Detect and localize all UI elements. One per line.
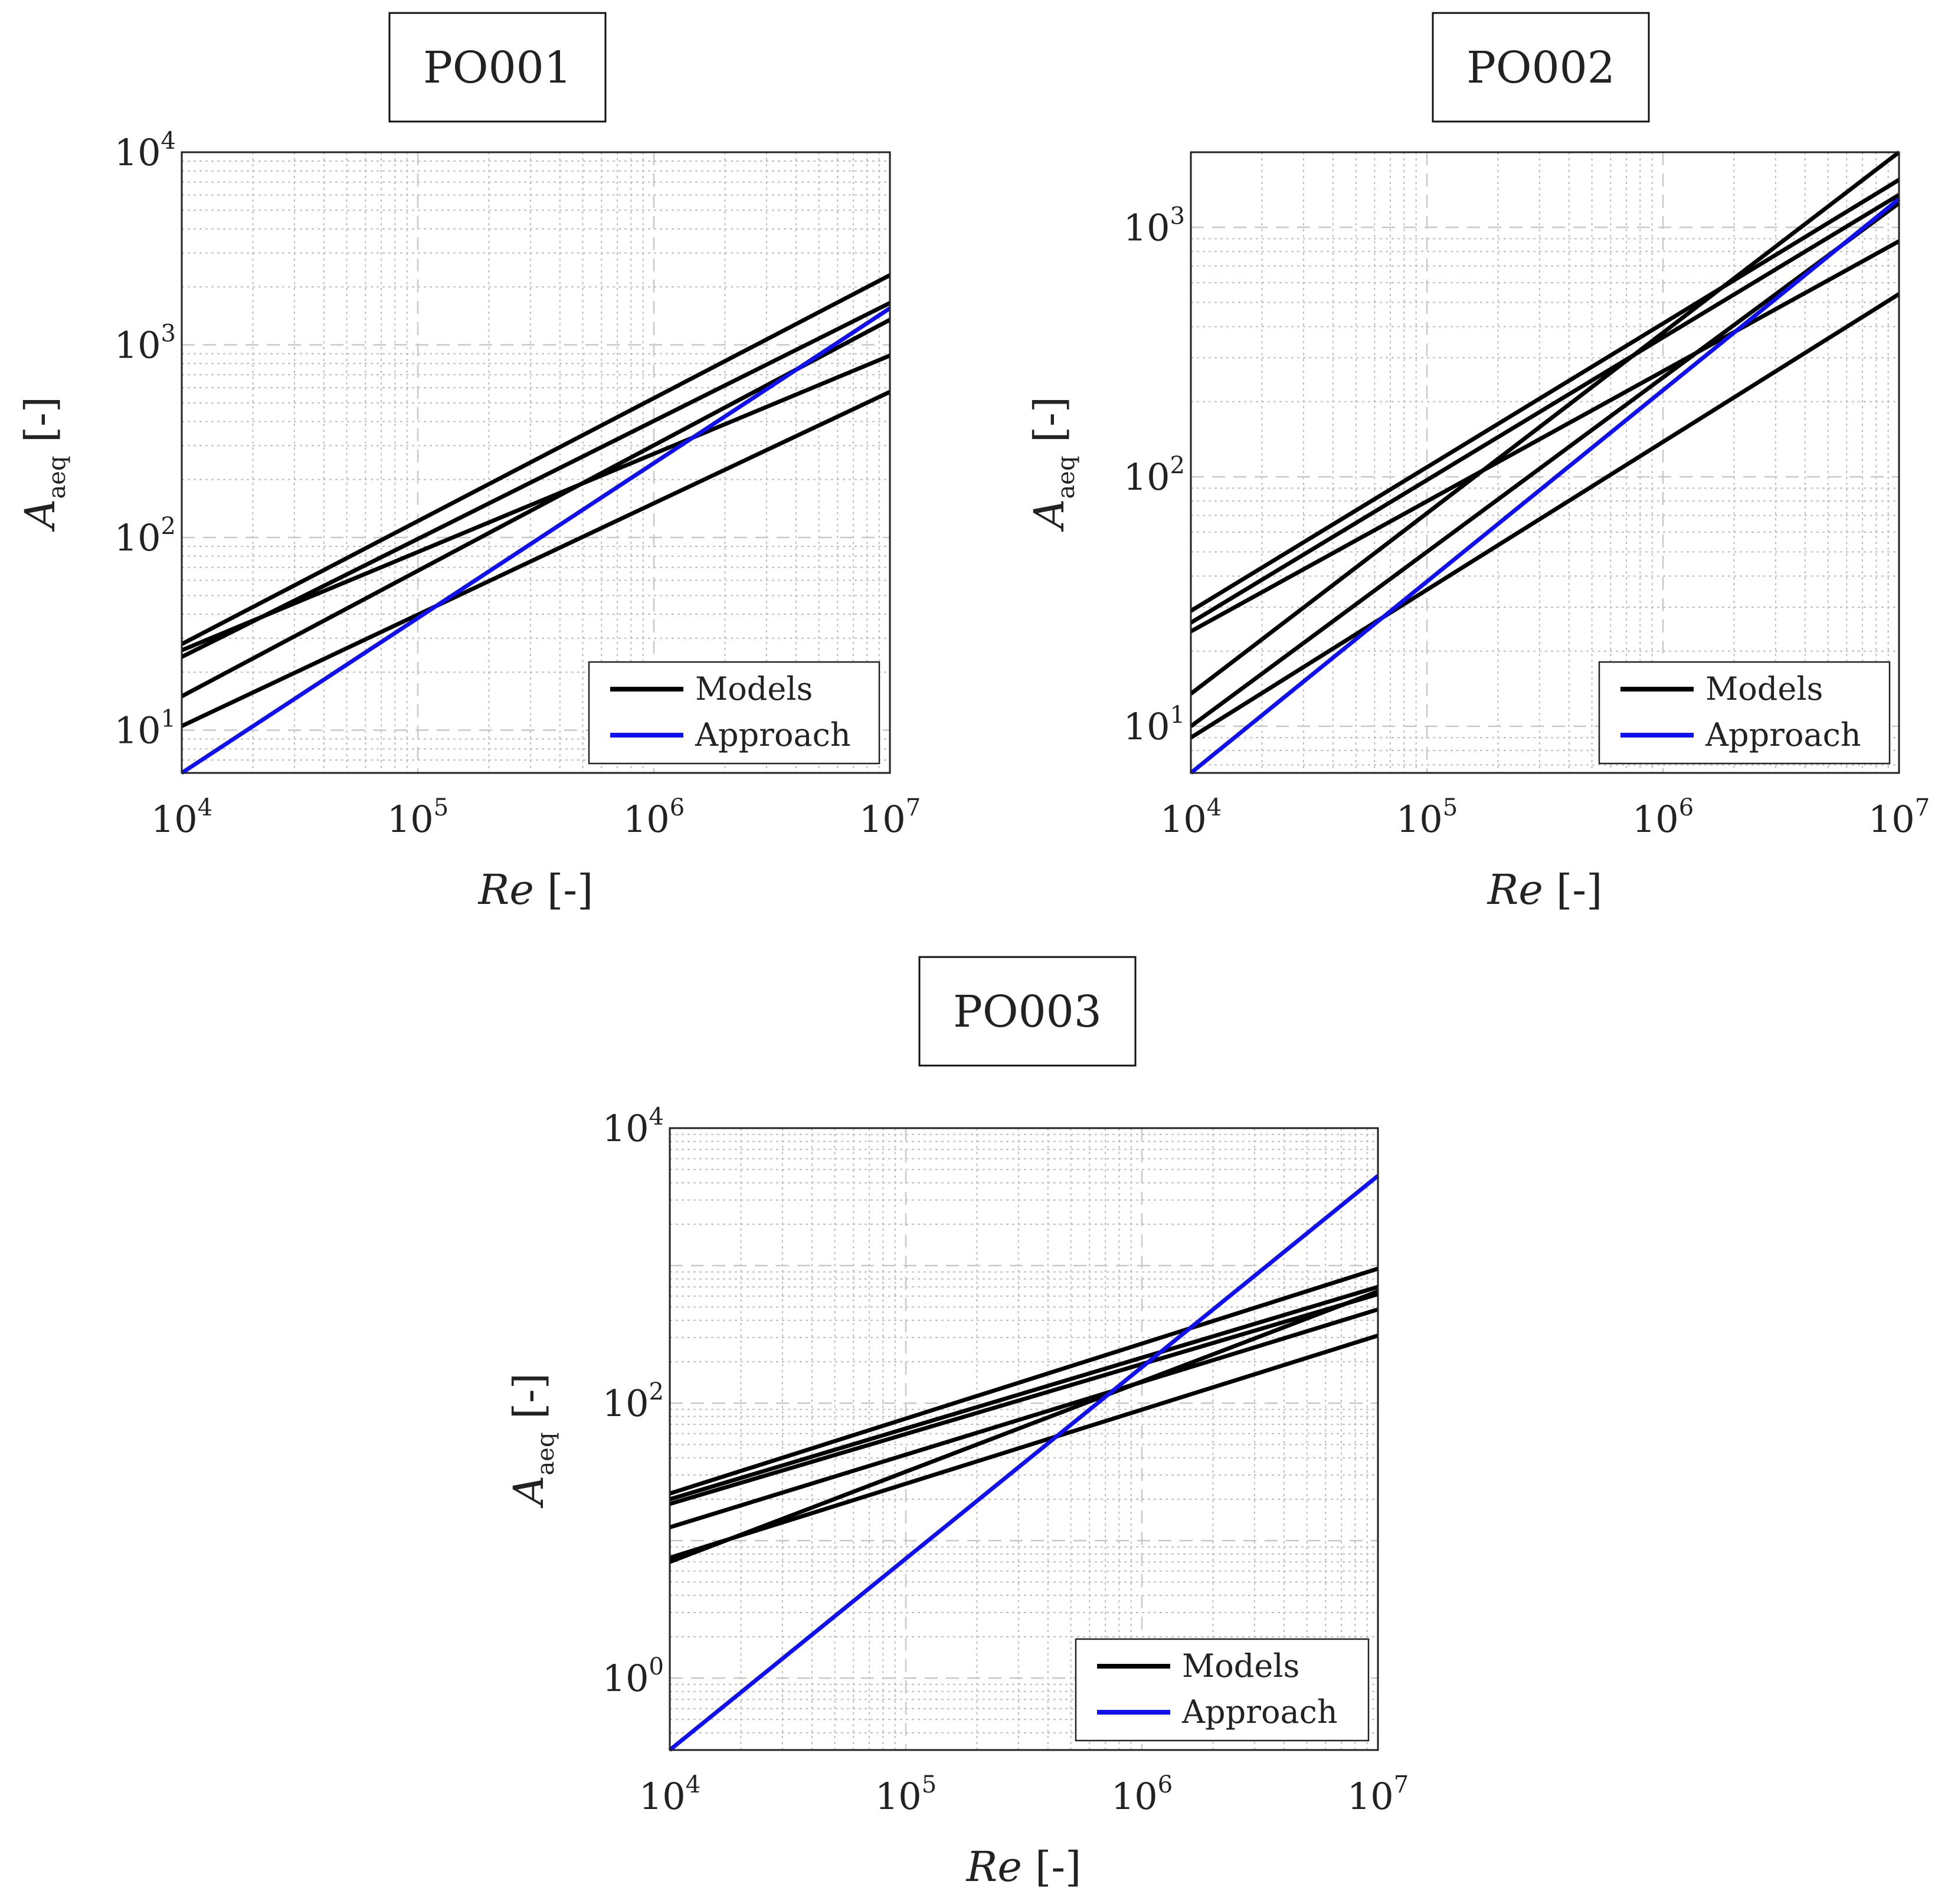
model-line-1 <box>669 1266 1379 1496</box>
approach-line <box>668 1174 1380 1752</box>
y-tick-label: 102 <box>1124 452 1185 499</box>
y-tick-label: 100 <box>603 1653 664 1700</box>
y-tick-label: 103 <box>114 320 176 367</box>
legend-label-approach: Approach <box>695 716 851 753</box>
y-tick-label: 101 <box>1124 702 1185 748</box>
y-axis-label: Aaeq [-] <box>16 396 71 532</box>
y-axis-label: Aaeq [-] <box>505 1373 559 1509</box>
model-line-6 <box>1190 292 1900 740</box>
legend-box <box>588 661 880 765</box>
plot-frame <box>181 151 891 774</box>
model-line-2 <box>181 301 891 659</box>
panel-3: PO003 104 105 106 107 100 102 104 Re [-] Aaeq [-]… <box>505 956 1409 1891</box>
panel-2: PO002 104 105 106 107 101 102 103 Re [-] Aaeq [-]… <box>1025 12 1930 914</box>
x-tick-label: 107 <box>1347 1771 1409 1818</box>
legend: Models Approach <box>588 661 880 765</box>
model-line-5 <box>669 1333 1379 1560</box>
y-tick-label: 102 <box>603 1378 664 1425</box>
model-line-3 <box>669 1292 1379 1506</box>
x-tick-label: 106 <box>1632 794 1694 841</box>
legend-label-approach: Approach <box>1705 716 1861 753</box>
model-line-3 <box>1190 239 1900 634</box>
model-line-4 <box>1189 150 1901 696</box>
x-tick-label: 104 <box>151 794 212 841</box>
model-line-4 <box>669 1307 1379 1529</box>
model-line-5 <box>1189 201 1901 728</box>
x-tick-label: 106 <box>1111 1771 1173 1818</box>
legend-label-models: Models <box>695 670 813 707</box>
y-tick-label: 103 <box>1124 202 1185 249</box>
approach-line <box>1189 197 1901 775</box>
series-group <box>1189 150 1901 775</box>
x-tick-label: 105 <box>1396 794 1458 841</box>
model-line-1 <box>181 273 891 646</box>
legend-box <box>1075 1638 1370 1742</box>
series-group <box>181 273 891 775</box>
model-line-1 <box>1190 178 1900 613</box>
series-group <box>668 1174 1380 1752</box>
x-axis-label: Re [-] <box>477 866 594 914</box>
y-tick-label: 102 <box>114 513 176 559</box>
model-line-2 <box>669 1284 1379 1502</box>
x-tick-label: 105 <box>875 1771 937 1818</box>
legend-label-models: Models <box>1705 670 1823 707</box>
model-line-6 <box>669 1289 1379 1564</box>
y-axis-label: Aaeq [-] <box>1025 396 1080 532</box>
legend-label-approach: Approach <box>1181 1693 1338 1731</box>
y-tick-label: 104 <box>603 1103 664 1150</box>
approach-line <box>181 306 891 775</box>
legend: Models Approach <box>1075 1638 1370 1742</box>
model-line-2 <box>1190 193 1900 625</box>
y-tick-label: 101 <box>114 706 176 752</box>
x-tick-label: 107 <box>1868 794 1930 841</box>
legend-box <box>1598 661 1891 765</box>
x-axis-label: Re [-] <box>1487 866 1603 914</box>
panel-title: PO003 <box>953 987 1102 1037</box>
legend-label-models: Models <box>1182 1647 1299 1685</box>
x-tick-label: 106 <box>623 794 685 841</box>
model-line-4 <box>181 317 891 699</box>
panel-title-box <box>918 956 1137 1067</box>
x-tick-label: 104 <box>639 1771 700 1818</box>
model-line-3 <box>181 353 891 653</box>
y-tick-label: 104 <box>114 127 176 174</box>
x-tick-label: 105 <box>387 794 448 841</box>
panel-title: PO001 <box>423 42 572 93</box>
x-tick-label: 104 <box>1160 794 1222 841</box>
model-line-5 <box>181 390 891 728</box>
x-tick-label: 107 <box>859 794 921 841</box>
legend: Models Approach <box>1598 661 1891 765</box>
plot-frame <box>669 1127 1379 1751</box>
panel-title-box <box>388 12 607 123</box>
panel-title-box <box>1432 12 1650 123</box>
x-axis-label: Re [-] <box>965 1843 1082 1891</box>
panel-title: PO002 <box>1466 42 1615 93</box>
panel-1: PO001 104 105 106 107 101 102 103 104 Re [-] Aaeq … <box>16 12 921 914</box>
plot-frame <box>1190 151 1900 774</box>
